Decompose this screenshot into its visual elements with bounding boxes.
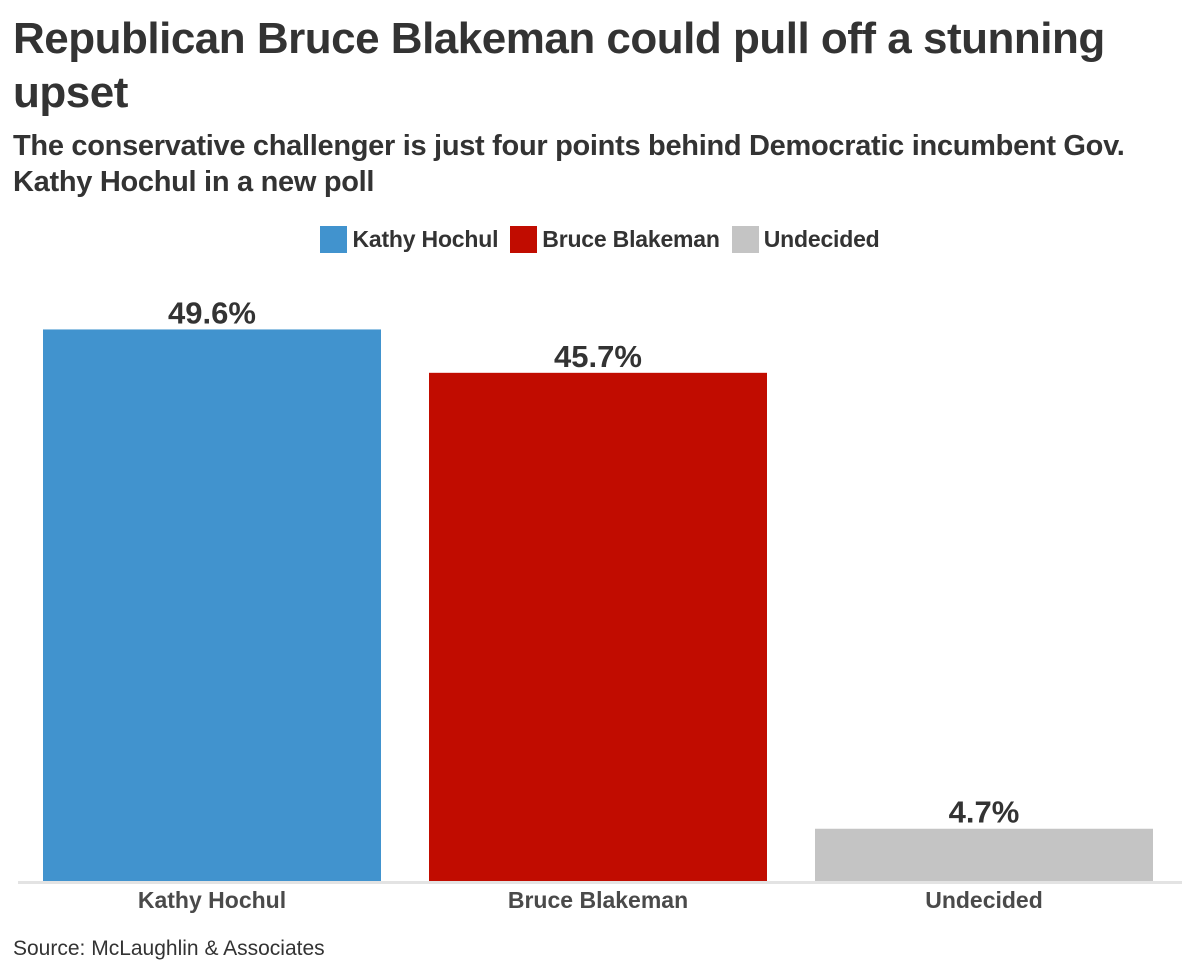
legend-label-hochul: Kathy Hochul — [352, 226, 499, 252]
chart-title: Republican Bruce Blakeman could pull off… — [13, 14, 1105, 117]
value-label-hochul: 49.6% — [168, 295, 256, 330]
legend-item-blakeman: Bruce Blakeman — [510, 226, 720, 253]
legend-item-undecided: Undecided — [731, 226, 880, 253]
bar-hochul — [43, 329, 381, 881]
category-label-undecided: Undecided — [925, 887, 1043, 913]
legend-swatch-blakeman — [510, 226, 538, 253]
bar-undecided — [815, 828, 1153, 881]
chart-legend: Kathy Hochul Bruce Blakeman Undecided — [0, 226, 1200, 253]
legend-label-undecided: Undecided — [763, 226, 880, 252]
category-label-blakeman: Bruce Blakeman — [508, 887, 688, 913]
category-label-hochul: Kathy Hochul — [138, 887, 286, 913]
value-label-blakeman: 45.7% — [554, 339, 642, 374]
legend-label-blakeman: Bruce Blakeman — [542, 226, 720, 252]
bar-blakeman — [429, 372, 767, 881]
value-label-undecided: 4.7% — [949, 795, 1020, 830]
legend-swatch-hochul — [320, 226, 348, 253]
bar-chart: 49.6% Kathy Hochul 45.7% Bruce Blakeman 4.7%… — [18, 295, 1182, 913]
legend-item-hochul: Kathy Hochul — [320, 226, 498, 253]
chart-subtitle: The conservative challenger is just four… — [13, 130, 1125, 198]
legend-swatch-undecided — [731, 226, 759, 253]
source-note: Source: McLaughlin & Associates — [13, 937, 325, 960]
